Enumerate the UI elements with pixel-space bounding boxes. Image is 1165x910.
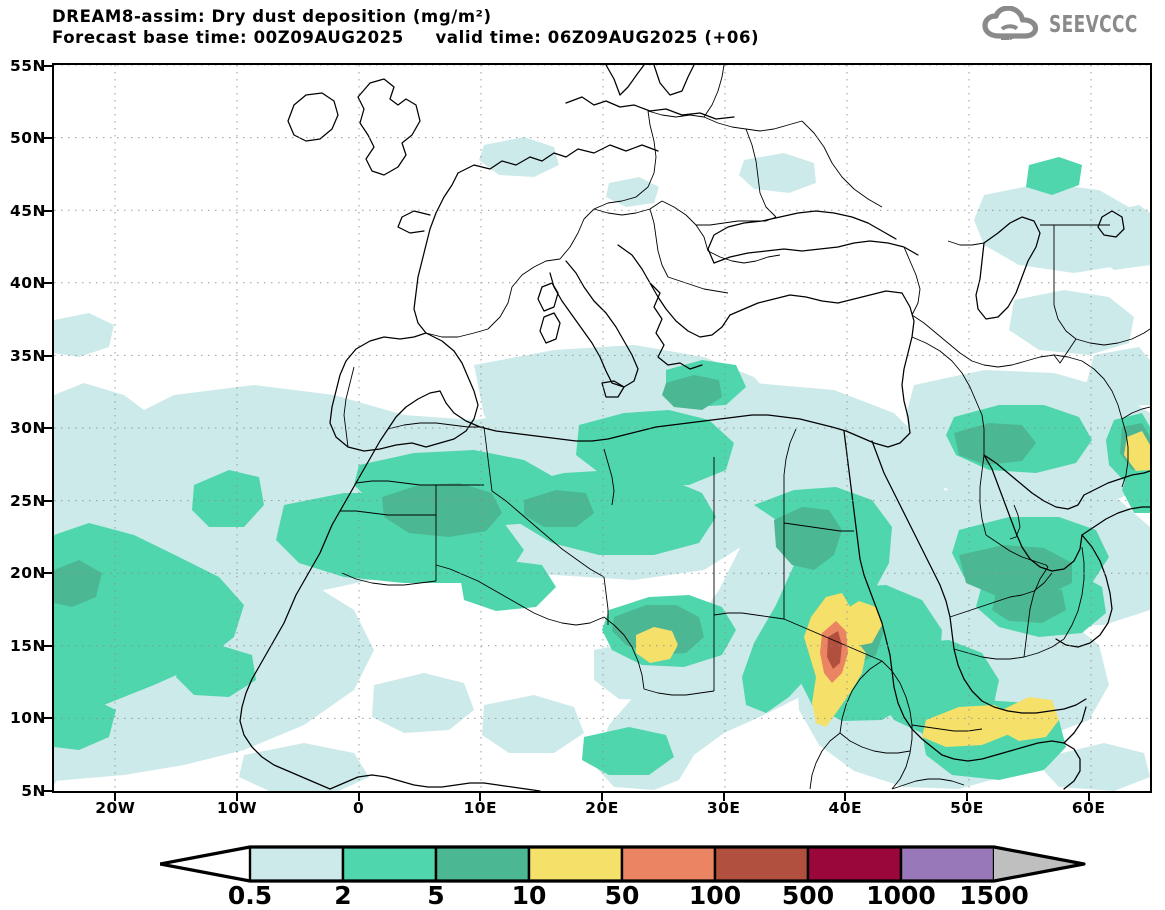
longitude-tick bbox=[236, 792, 238, 801]
colorbar-tick-label: 100 bbox=[688, 881, 742, 910]
longitude-tick-label: 30E bbox=[706, 799, 741, 817]
colorbar-band bbox=[527, 845, 624, 883]
chart-title-block: DREAM8-assim: Dry dust deposition (mg/m²… bbox=[52, 6, 759, 48]
latitude-tick-label: 10N bbox=[9, 709, 46, 727]
longitude-tick-label: 20W bbox=[95, 799, 136, 817]
colorbar-band bbox=[341, 845, 438, 883]
longitude-tick-label: 50E bbox=[950, 799, 984, 817]
latitude-tick-label: 15N bbox=[9, 636, 46, 655]
forecast-time-line: Forecast base time: 00Z09AUG2025 valid t… bbox=[52, 28, 760, 47]
colorbar-tick-label: 10 bbox=[511, 881, 547, 910]
colorbar-band bbox=[899, 845, 996, 883]
longitude-tick-label: 40E bbox=[828, 799, 863, 817]
latitude-tick bbox=[44, 789, 53, 792]
coastlines-and-borders bbox=[239, 65, 1150, 791]
longitude-tick bbox=[601, 792, 603, 801]
colorbar-band bbox=[248, 845, 345, 883]
page-title: DREAM8-assim: Dry dust deposition (mg/m²… bbox=[52, 7, 492, 26]
longitude-tick-label: 0 bbox=[353, 799, 365, 817]
colorbar-tick-label: 1500 bbox=[959, 881, 1029, 910]
colorbar-over-arrow bbox=[994, 847, 1084, 881]
latitude-tick-label: 40N bbox=[9, 274, 46, 292]
longitude-tick bbox=[844, 792, 847, 801]
seevccc-logo: SEEVCCC bbox=[982, 5, 1157, 44]
latitude-tick-label: 35N bbox=[9, 346, 46, 365]
longitude-tick-label: 10W bbox=[216, 799, 258, 817]
colorbar-tick-label: 5 bbox=[427, 881, 445, 910]
latitude-tick-label: 50N bbox=[9, 129, 46, 147]
cloud-icon bbox=[982, 5, 1042, 44]
dust-band-5-10 bbox=[54, 375, 1150, 667]
latitude-tick bbox=[44, 499, 53, 502]
logo-text: SEEVCCC bbox=[1048, 12, 1138, 38]
latitude-tick-label: 30N bbox=[9, 419, 46, 437]
country-borders bbox=[340, 65, 1150, 790]
latitude-tick bbox=[44, 572, 53, 574]
colorbar-band bbox=[713, 845, 810, 883]
latitude-tick-label: 5N bbox=[21, 781, 46, 800]
colorbar-tick-label: 500 bbox=[781, 881, 835, 910]
latitude-tick-label: 20N bbox=[9, 564, 46, 582]
latitude-tick bbox=[44, 209, 53, 212]
colorbar-tick-label: 2 bbox=[334, 881, 352, 910]
colorbar-band bbox=[806, 845, 903, 883]
dust-band-100-500 bbox=[827, 631, 842, 669]
longitude-tick bbox=[722, 792, 725, 801]
map-gridlines bbox=[54, 65, 1150, 791]
latitude-tick-label: 45N bbox=[9, 201, 46, 220]
latitude-tick bbox=[44, 354, 53, 357]
colorbar-band bbox=[620, 845, 717, 883]
colorbar-tick-label: 1000 bbox=[866, 881, 936, 910]
colorbar-tick-label: 50 bbox=[604, 881, 640, 910]
colorbar-band bbox=[434, 845, 531, 883]
latitude-tick bbox=[44, 717, 53, 719]
longitude-tick bbox=[357, 792, 360, 801]
longitude-tick bbox=[1087, 792, 1090, 801]
latitude-tick bbox=[44, 282, 53, 284]
map-plot-area bbox=[52, 63, 1152, 793]
latitude-tick-label: 55N bbox=[9, 56, 46, 75]
colorbar-tick-label: 0.5 bbox=[227, 881, 273, 910]
latitude-tick bbox=[44, 137, 53, 139]
longitude-tick bbox=[966, 792, 968, 801]
longitude-tick bbox=[479, 792, 482, 801]
colorbar-svg bbox=[158, 845, 1086, 883]
latitude-tick bbox=[44, 427, 53, 429]
latitude-tick bbox=[44, 64, 53, 67]
colorbar: 0.5 2 5 10 50 100 500 1000 1500 bbox=[158, 843, 1160, 910]
latitude-tick bbox=[44, 644, 53, 647]
colorbar-under-arrow bbox=[160, 847, 250, 881]
longitude-tick bbox=[114, 792, 117, 801]
longitude-tick-label: 60E bbox=[1071, 799, 1106, 817]
longitude-tick-label: 10E bbox=[463, 799, 498, 817]
longitude-tick-label: 20E bbox=[585, 799, 619, 817]
colorbar-outline bbox=[158, 845, 1086, 883]
latitude-tick-label: 25N bbox=[9, 491, 46, 510]
map-canvas bbox=[54, 65, 1150, 791]
